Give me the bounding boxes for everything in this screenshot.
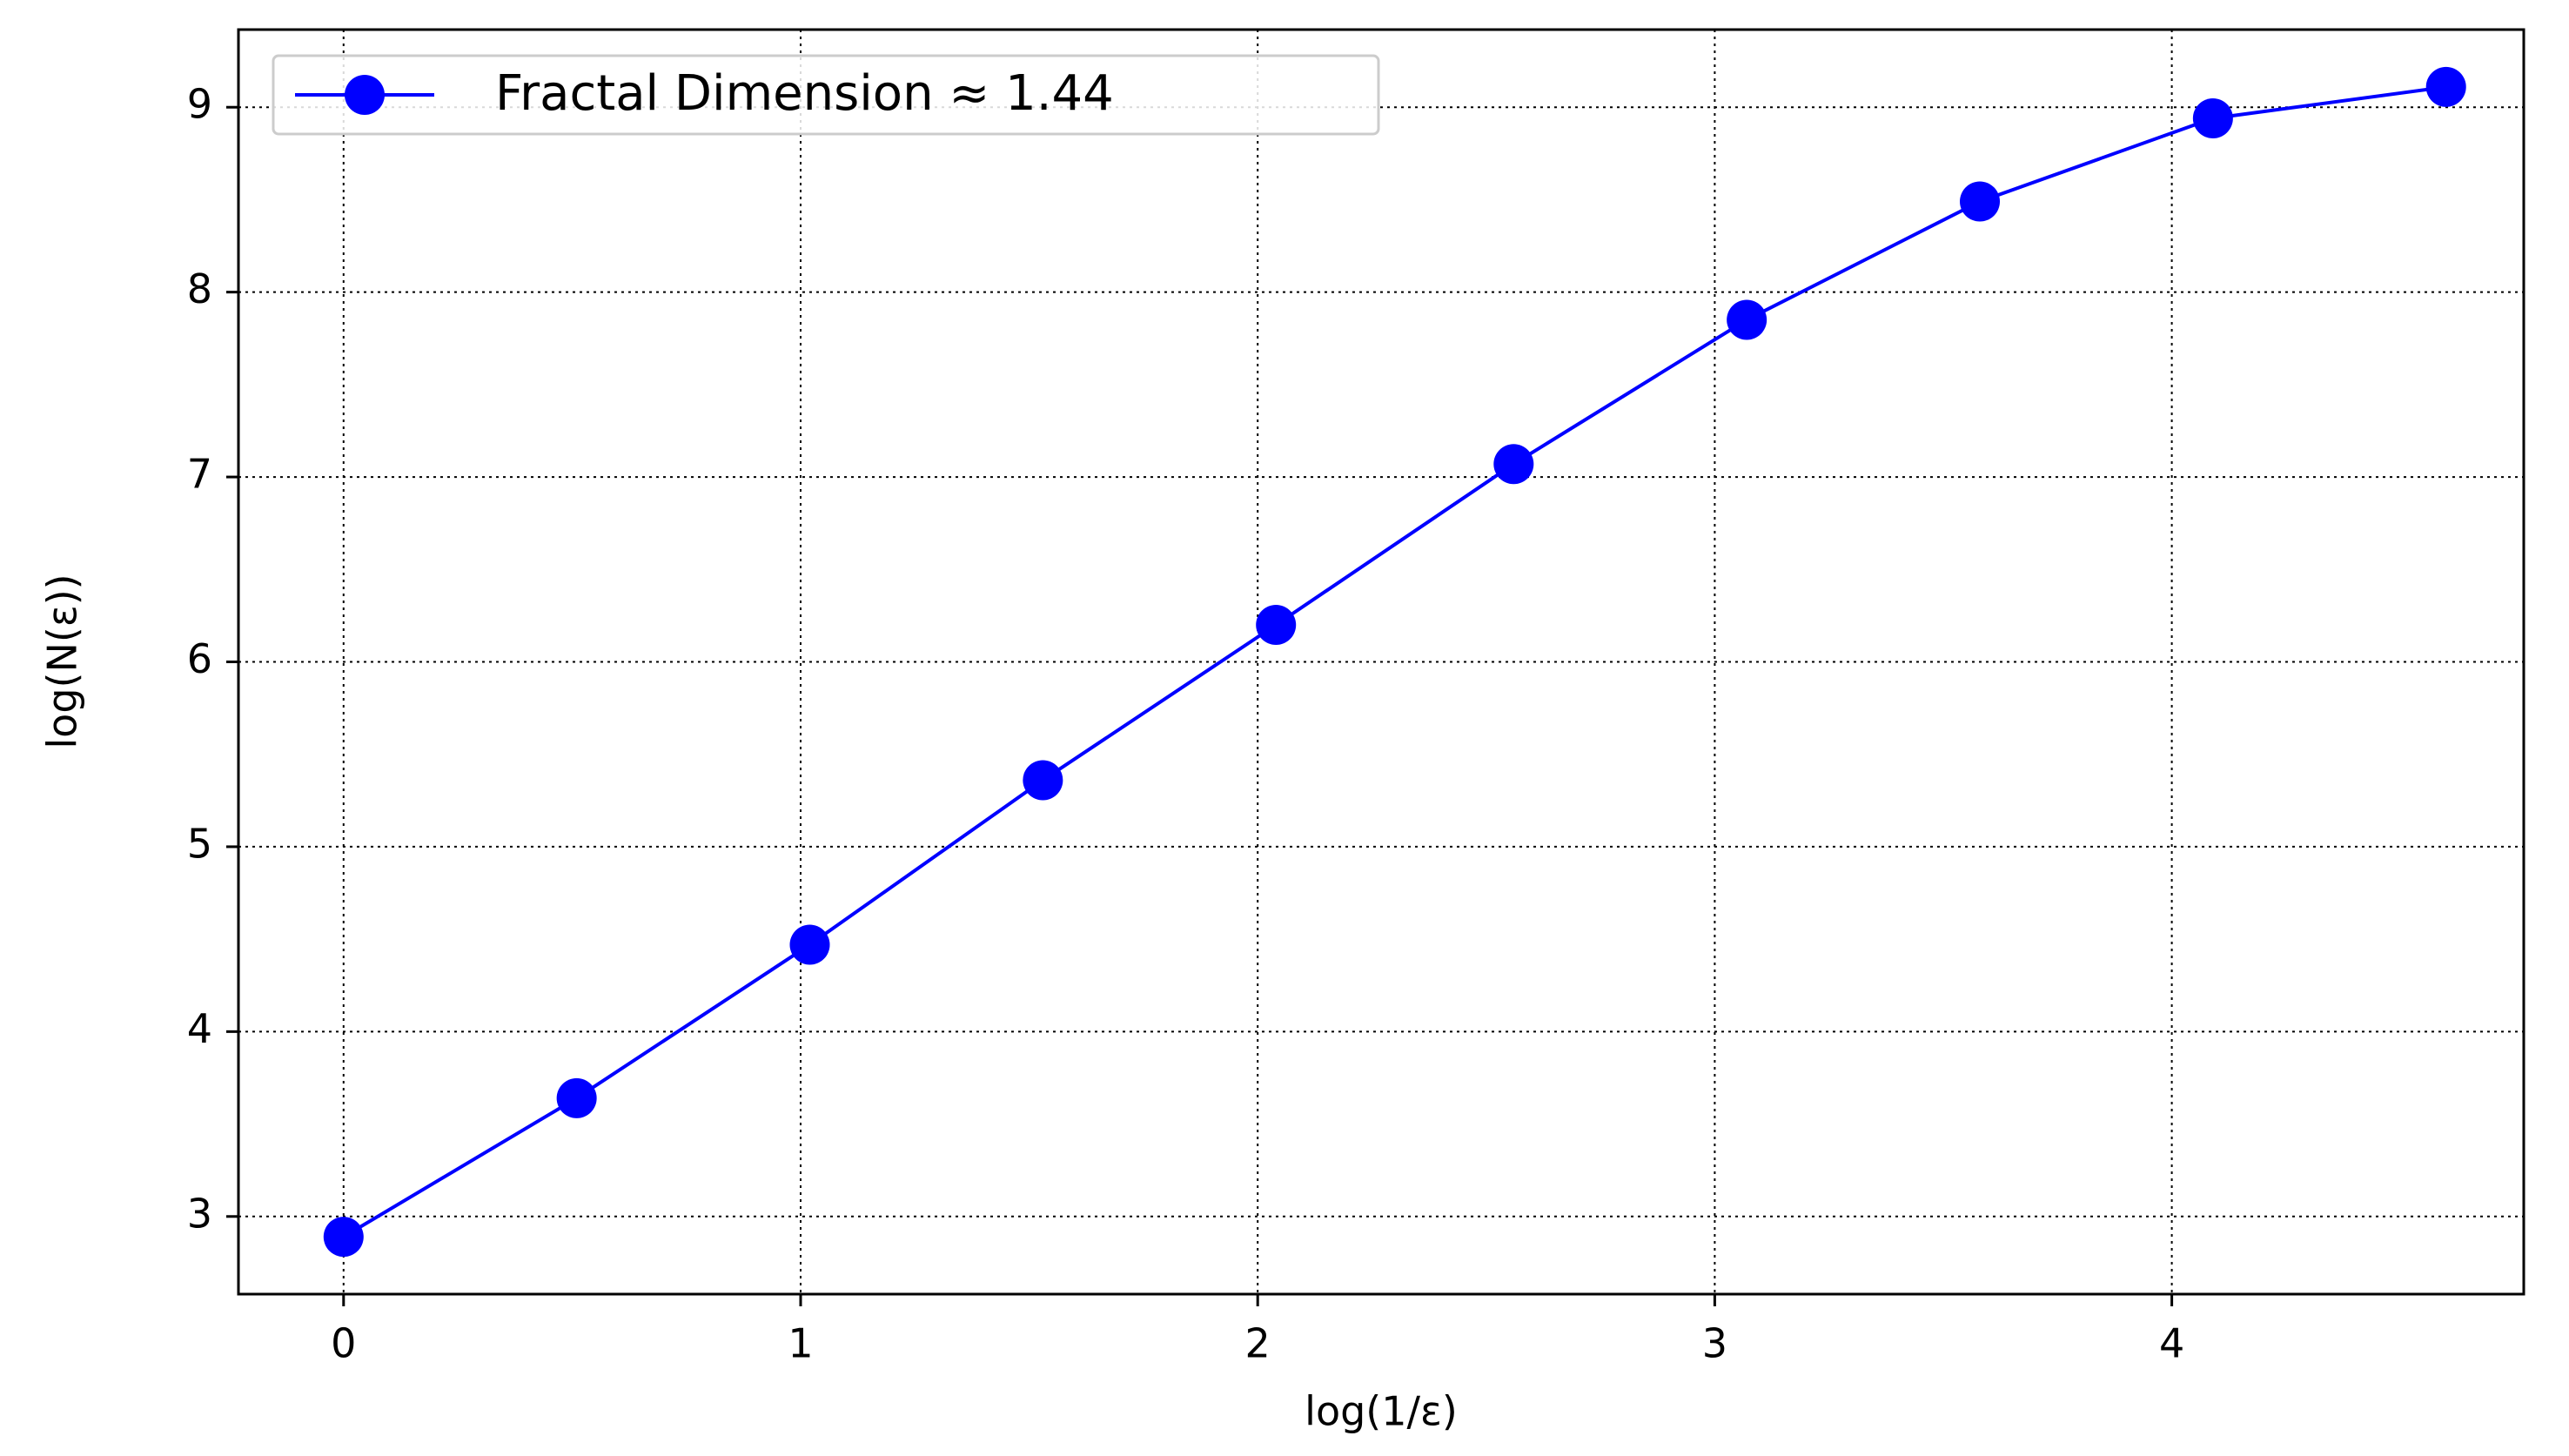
marker	[556, 1077, 597, 1118]
y-tick-label: 3	[187, 1190, 212, 1237]
marker	[1960, 181, 2001, 222]
x-tick-label: 0	[331, 1320, 356, 1367]
marker	[2192, 97, 2233, 138]
legend-marker	[345, 75, 385, 115]
y-tick-label: 8	[187, 265, 212, 312]
marker	[1727, 299, 1767, 340]
marker	[1023, 760, 1063, 801]
y-axis-label: log(N(ε))	[39, 574, 86, 748]
marker	[1493, 444, 1534, 485]
y-tick-label: 5	[187, 820, 212, 867]
marker	[1256, 605, 1297, 646]
x-tick-label: 3	[1702, 1320, 1727, 1367]
plot-frame	[237, 28, 2525, 1296]
y-tick-label: 7	[187, 451, 212, 498]
x-tick-label: 4	[2159, 1320, 2184, 1367]
x-tick-label: 2	[1245, 1320, 1271, 1367]
x-axis-label: log(1/ε)	[1305, 1388, 1458, 1435]
marker	[789, 924, 830, 965]
marker	[323, 1217, 364, 1258]
series-line	[342, 84, 2446, 1238]
legend-label: Fractal Dimension ≈ 1.44	[495, 65, 1114, 122]
x-tick-label: 1	[788, 1320, 813, 1367]
y-tick-label: 6	[187, 635, 212, 682]
legend-box	[272, 54, 1380, 136]
y-tick-label: 9	[187, 81, 212, 128]
marker	[2425, 66, 2466, 107]
y-tick-label: 4	[187, 1005, 212, 1052]
